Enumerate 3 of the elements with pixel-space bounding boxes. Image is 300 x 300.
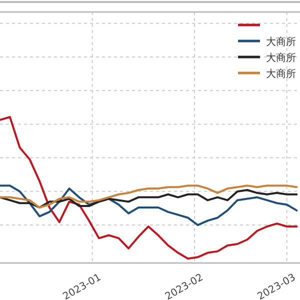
legend-label: 大商所 [266,36,296,48]
legend-label: 大商所 [266,52,296,64]
legend-label: 大商所 [266,68,296,80]
